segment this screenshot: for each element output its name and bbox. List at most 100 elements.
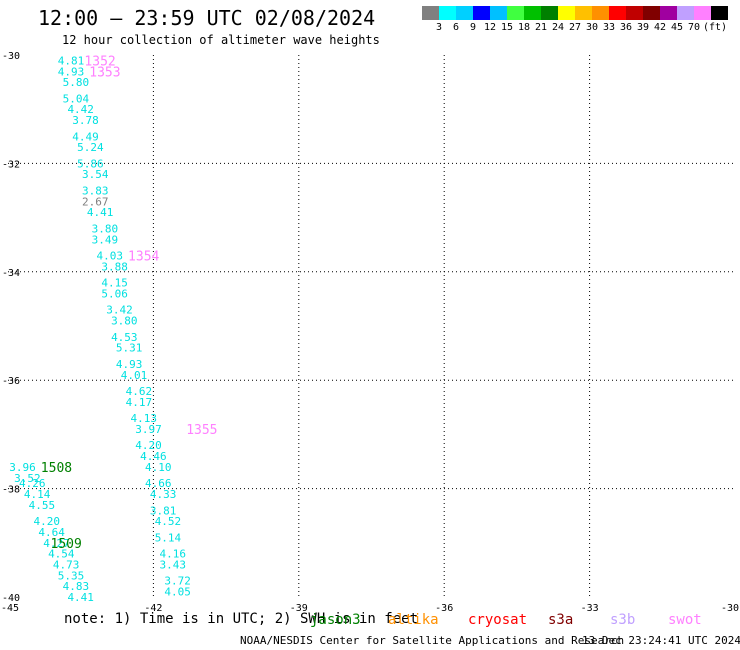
lat-tick-label: -36 — [2, 376, 20, 387]
wave-height-point: 4.41 — [67, 591, 94, 604]
wave-height-point: 4.93 — [58, 65, 85, 78]
color-swatch — [711, 6, 728, 20]
color-scale-label: 21 — [534, 22, 548, 33]
color-swatch — [558, 6, 575, 20]
wave-height-point: 3.97 — [135, 423, 162, 436]
color-swatch — [524, 6, 541, 20]
wave-height-point: 4.42 — [67, 103, 94, 116]
footer-note: note: 1) Time is in UTC; 2) SWH is in fe… — [64, 611, 419, 627]
wave-height-point: 4.83 — [63, 580, 90, 593]
wave-height-point: 4.01 — [121, 369, 148, 382]
wave-height-point: 4.33 — [150, 488, 177, 501]
color-scale-label: (ft) — [702, 22, 728, 33]
wave-height-point: 4.66 — [145, 477, 172, 490]
color-scale-label: 36 — [619, 22, 633, 33]
pass-label: 1509 — [51, 537, 82, 552]
color-scale-label: 42 — [653, 22, 667, 33]
wave-height-point: 4.16 — [160, 548, 187, 561]
color-swatch — [592, 6, 609, 20]
wave-height-point: 4.81 — [58, 54, 85, 67]
wave-height-point: 4.15 — [101, 277, 128, 290]
wave-height-point: 4.05 — [164, 586, 191, 599]
wave-height-point: 4.49 — [72, 130, 99, 143]
wave-height-point: 2.67 — [82, 195, 109, 208]
wave-height-point: 5.80 — [63, 76, 90, 89]
color-scale-label: 39 — [636, 22, 650, 33]
color-scale-label: 12 — [483, 22, 497, 33]
color-scale-label: 30 — [585, 22, 599, 33]
color-scale-label: 24 — [551, 22, 565, 33]
color-swatch — [439, 6, 456, 20]
wave-height-point: 4.46 — [140, 450, 167, 463]
page-title: 12:00 — 23:59 UTC 02/08/2024 — [38, 6, 376, 30]
color-scale-bar — [422, 6, 728, 20]
pass-label: 1353 — [89, 65, 120, 80]
color-swatch — [609, 6, 626, 20]
color-swatch — [626, 6, 643, 20]
wave-height-point: 5.86 — [77, 157, 104, 170]
color-scale-label: 3 — [435, 22, 443, 33]
generated-timestamp: 13 Dec 23:24:41 UTC 2024 — [582, 634, 740, 647]
lat-tick-label: -34 — [2, 268, 20, 279]
wave-height-point: 3.83 — [82, 185, 109, 198]
color-swatch — [575, 6, 592, 20]
wave-height-point: 4.27 — [43, 537, 70, 550]
wave-height-points: 4.814.935.805.044.423.784.495.245.863.54… — [9, 54, 191, 604]
color-swatch — [694, 6, 711, 20]
lat-tick-label: -32 — [2, 159, 20, 170]
wave-height-point: 4.64 — [38, 526, 65, 539]
lat-tick-label: -30 — [2, 51, 20, 62]
wave-height-point: 4.53 — [111, 331, 138, 344]
legend-swot: swot — [668, 612, 702, 628]
wave-height-point: 4.17 — [126, 396, 153, 409]
color-swatch — [541, 6, 558, 20]
lat-tick-label: -40 — [2, 593, 20, 604]
color-swatch — [677, 6, 694, 20]
wave-height-point: 4.14 — [24, 488, 51, 501]
color-scale-label: 18 — [517, 22, 531, 33]
lon-tick-label: -36 — [435, 603, 453, 614]
color-scale-label: 33 — [602, 22, 616, 33]
wave-height-point: 3.81 — [150, 504, 177, 517]
wave-height-point: 3.49 — [92, 233, 119, 246]
color-scale-label: 45 — [670, 22, 684, 33]
lon-tick-label: -39 — [290, 603, 308, 614]
legend-altika: altika — [388, 612, 439, 628]
pass-label: 1355 — [186, 423, 217, 438]
wave-height-point: 4.13 — [130, 412, 157, 425]
axis-ticks: -45 -42 -39 -36 -33 -30 -30 -32 -34 -36 -38 -40 — [1, 51, 739, 614]
credit-text: NOAA/NESDIS Center for Satellite Applica… — [240, 634, 625, 647]
wave-height-point: 5.35 — [58, 569, 85, 582]
wave-height-point: 3.88 — [101, 260, 128, 273]
wave-height-point: 3.80 — [92, 222, 119, 235]
legend-s3b: s3b — [610, 612, 636, 628]
wave-height-point: 4.62 — [126, 385, 153, 398]
wave-height-point: 4.55 — [29, 499, 56, 512]
wave-height-point: 3.43 — [160, 558, 187, 571]
color-swatch — [422, 6, 439, 20]
color-scale-label: 6 — [452, 22, 460, 33]
color-swatch — [490, 6, 507, 20]
pass-label: 1354 — [128, 250, 159, 265]
color-swatch — [456, 6, 473, 20]
lon-tick-label: -45 — [1, 603, 19, 614]
color-scale-label: 15 — [500, 22, 514, 33]
wave-height-point: 3.54 — [82, 168, 109, 181]
color-scale-label: 70 — [687, 22, 701, 33]
wave-height-point: 3.80 — [111, 315, 138, 328]
lon-tick-label: -42 — [144, 603, 162, 614]
legend-jason3: jason3 — [310, 612, 361, 628]
wave-height-point: 3.72 — [164, 575, 191, 588]
wave-height-point: 4.10 — [145, 461, 172, 474]
wave-height-point: 4.20 — [135, 439, 162, 452]
color-scale-labels: 3 6 9 12 15 18 21 24 27 30 33 36 39 42 45 70 (ft) — [422, 22, 740, 34]
color-swatch — [473, 6, 490, 20]
wave-height-point: 5.31 — [116, 342, 143, 355]
wave-height-point: 4.52 — [155, 515, 182, 528]
wave-height-point: 4.93 — [116, 358, 143, 371]
lat-tick-label: -38 — [2, 485, 20, 496]
lon-tick-label: -30 — [721, 603, 739, 614]
color-swatch — [643, 6, 660, 20]
